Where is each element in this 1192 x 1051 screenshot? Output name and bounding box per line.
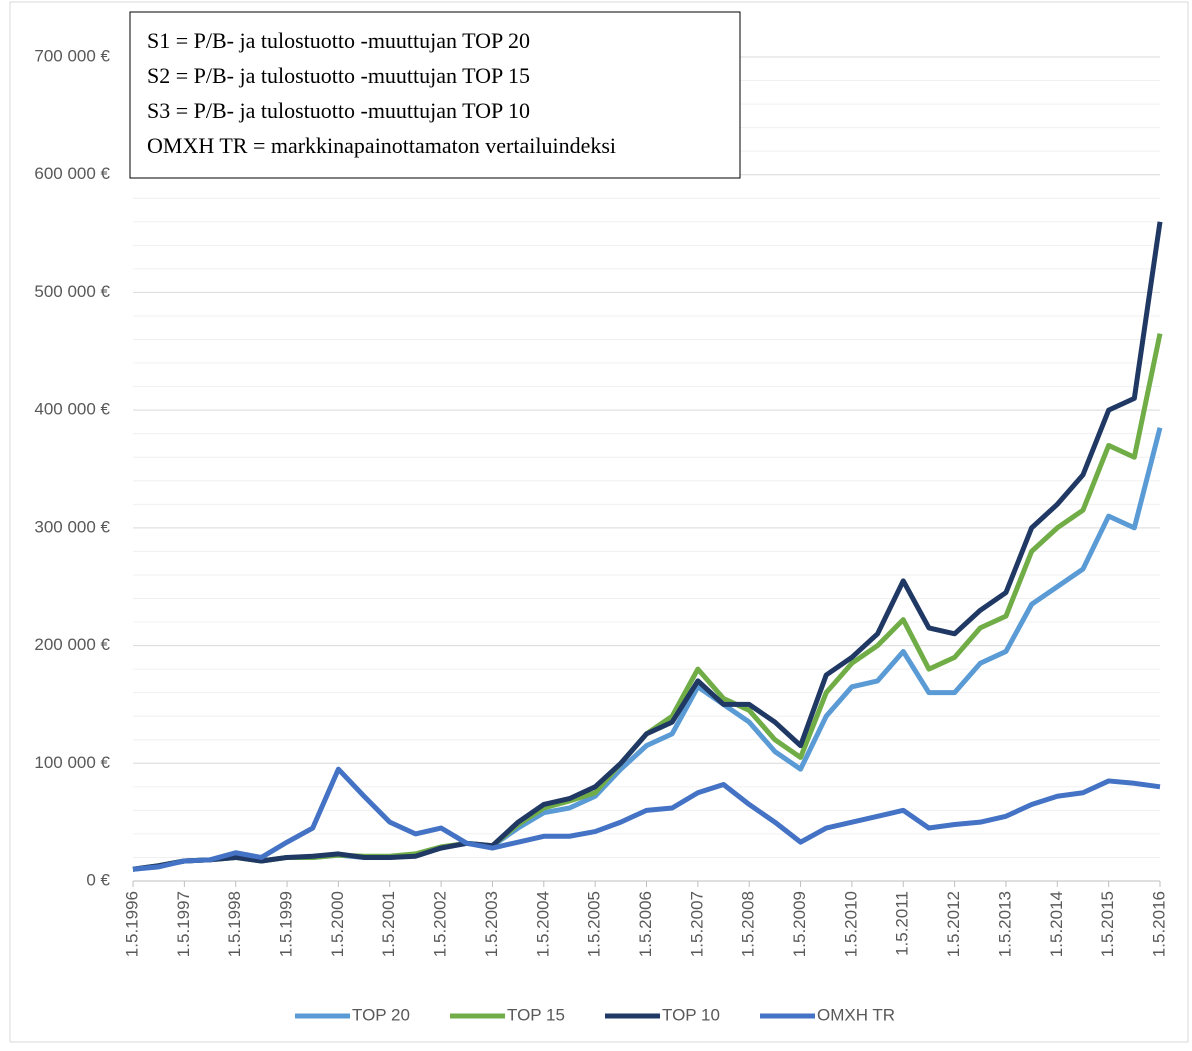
y-tick-label: 500 000 € (34, 282, 110, 301)
legend-label: TOP 10 (662, 1005, 720, 1024)
series-line (132, 427, 1163, 872)
series-line (132, 766, 1161, 872)
annotation-line: OMXH TR = markkinapainottamaton vertailu… (147, 133, 616, 158)
x-tick-label: 1.5.2000 (328, 891, 347, 957)
x-tick-label: 1.5.2005 (585, 891, 604, 957)
y-tick-label: 400 000 € (34, 400, 110, 419)
x-tick-label: 1.5.2002 (431, 891, 450, 957)
x-tick-label: 1.5.2011 (893, 891, 912, 956)
annotation-line: S1 = P/B- ja tulostuotto -muuttujan TOP … (147, 28, 530, 53)
x-tick-label: 1.5.1997 (174, 891, 193, 957)
annotation-line: S3 = P/B- ja tulostuotto -muuttujan TOP … (147, 98, 530, 123)
x-tick-label: 1.5.1996 (122, 891, 141, 957)
series-line (132, 221, 1163, 872)
x-tick-label: 1.5.2013 (995, 891, 1014, 957)
y-tick-label: 300 000 € (34, 517, 110, 536)
chart-border (9, 1, 1189, 1043)
x-tick-label: 1.5.2008 (739, 891, 758, 957)
y-tick-label: 200 000 € (34, 635, 110, 654)
x-tick-label: 1.5.2015 (1098, 891, 1117, 957)
legend-label: TOP 15 (507, 1005, 565, 1024)
x-tick-label: 1.5.2003 (482, 891, 501, 957)
x-tick-label: 1.5.1999 (277, 891, 296, 957)
x-tick-label: 1.5.2007 (687, 891, 706, 957)
y-tick-label: 700 000 € (34, 46, 110, 65)
y-tick-label: 0 € (86, 870, 110, 889)
x-tick-label: 1.5.2016 (1149, 891, 1168, 957)
y-tick-label: 600 000 € (34, 164, 110, 183)
legend-label: TOP 20 (352, 1005, 410, 1024)
y-tick-label: 100 000 € (34, 753, 110, 772)
x-tick-label: 1.5.2006 (636, 891, 655, 957)
x-tick-label: 1.5.1998 (225, 891, 244, 957)
x-tick-label: 1.5.2001 (379, 891, 398, 957)
annotation-line: S2 = P/B- ja tulostuotto -muuttujan TOP … (147, 63, 530, 88)
annotation-box (129, 11, 741, 179)
x-tick-label: 1.5.2010 (841, 891, 860, 957)
x-tick-label: 1.5.2004 (533, 891, 552, 957)
x-tick-label: 1.5.2009 (790, 891, 809, 957)
series-line (132, 333, 1163, 872)
x-tick-label: 1.5.2014 (1047, 891, 1066, 957)
legend-label: OMXH TR (817, 1005, 895, 1024)
x-tick-label: 1.5.2012 (944, 891, 963, 957)
